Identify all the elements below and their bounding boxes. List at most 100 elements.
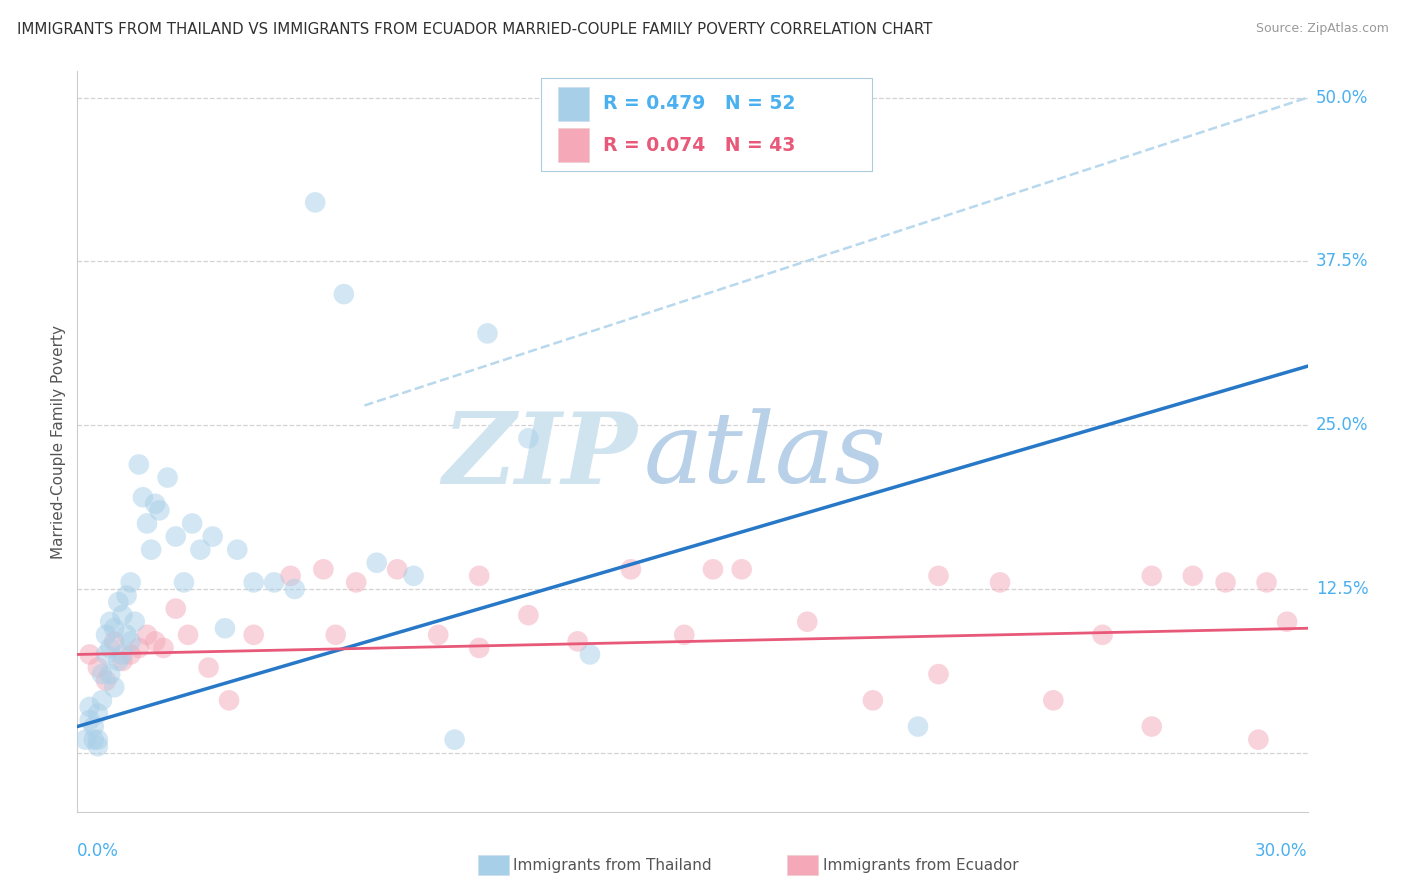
Point: [1140, 720, 1163, 734]
Point: [79, 713, 101, 727]
Point: [83, 720, 105, 734]
Point: [312, 562, 335, 576]
Point: [143, 497, 166, 511]
Point: [214, 621, 236, 635]
Y-axis label: Married-Couple Family Poverty: Married-Couple Family Poverty: [51, 325, 66, 558]
Text: 0.0%: 0.0%: [77, 842, 120, 860]
Text: Immigrants from Thailand: Immigrants from Thailand: [513, 858, 711, 872]
Text: 25.0%: 25.0%: [1316, 417, 1368, 434]
Point: [385, 562, 409, 576]
Point: [136, 628, 159, 642]
Point: [141, 542, 163, 557]
Point: [115, 628, 138, 642]
Point: [103, 680, 125, 694]
Point: [124, 615, 146, 629]
Point: [402, 569, 425, 583]
Point: [156, 470, 179, 484]
Text: 37.5%: 37.5%: [1316, 252, 1368, 270]
Text: IMMIGRANTS FROM THAILAND VS IMMIGRANTS FROM ECUADOR MARRIED-COUPLE FAMILY POVERT: IMMIGRANTS FROM THAILAND VS IMMIGRANTS F…: [17, 22, 932, 37]
Point: [620, 562, 643, 576]
Point: [468, 569, 491, 583]
Point: [165, 601, 187, 615]
Point: [177, 628, 200, 642]
Point: [165, 530, 187, 544]
Point: [443, 732, 465, 747]
Point: [366, 556, 388, 570]
Point: [477, 326, 499, 341]
Point: [94, 673, 117, 688]
Point: [226, 542, 249, 557]
Point: [152, 640, 174, 655]
Point: [87, 732, 110, 747]
Point: [1275, 615, 1298, 629]
Point: [928, 569, 950, 583]
Point: [673, 628, 696, 642]
Point: [201, 530, 224, 544]
Point: [731, 562, 754, 576]
Text: atlas: atlas: [644, 409, 886, 504]
Point: [103, 634, 125, 648]
Point: [111, 608, 134, 623]
Point: [284, 582, 307, 596]
Point: [263, 575, 285, 590]
Point: [94, 628, 117, 642]
Point: [1181, 569, 1204, 583]
Point: [1042, 693, 1064, 707]
Point: [148, 503, 170, 517]
Text: R = 0.074   N = 43: R = 0.074 N = 43: [603, 136, 796, 154]
Point: [579, 648, 602, 662]
Point: [87, 739, 110, 754]
Point: [427, 628, 450, 642]
Point: [242, 575, 264, 590]
Point: [907, 720, 929, 734]
Point: [103, 621, 125, 635]
Point: [136, 516, 159, 531]
Point: [132, 490, 155, 504]
Point: [98, 667, 121, 681]
Point: [197, 660, 219, 674]
Point: [98, 615, 121, 629]
Point: [325, 628, 347, 642]
Point: [128, 458, 150, 472]
Text: ZIP: ZIP: [441, 409, 637, 505]
Point: [181, 516, 204, 531]
Point: [1215, 575, 1237, 590]
Point: [128, 640, 150, 655]
Point: [1256, 575, 1278, 590]
Point: [107, 595, 129, 609]
Point: [75, 732, 97, 747]
Point: [188, 542, 212, 557]
Point: [83, 732, 105, 747]
Point: [94, 648, 117, 662]
Point: [111, 648, 134, 662]
Point: [862, 693, 884, 707]
Point: [115, 589, 138, 603]
Point: [1140, 569, 1163, 583]
Point: [468, 640, 491, 655]
Point: [702, 562, 724, 576]
Point: [79, 648, 101, 662]
Text: R = 0.479   N = 52: R = 0.479 N = 52: [603, 95, 796, 113]
Point: [90, 667, 114, 681]
Point: [120, 634, 142, 648]
Point: [98, 640, 121, 655]
Point: [120, 575, 142, 590]
Point: [87, 706, 110, 721]
Point: [1091, 628, 1114, 642]
Text: 50.0%: 50.0%: [1316, 88, 1368, 106]
Point: [928, 667, 950, 681]
Text: 30.0%: 30.0%: [1256, 842, 1308, 860]
Point: [280, 569, 302, 583]
Point: [567, 634, 589, 648]
Point: [87, 660, 110, 674]
Point: [143, 634, 166, 648]
Point: [79, 699, 101, 714]
Point: [304, 195, 326, 210]
Point: [1247, 732, 1270, 747]
Point: [111, 654, 134, 668]
Point: [107, 654, 129, 668]
Text: Source: ZipAtlas.com: Source: ZipAtlas.com: [1256, 22, 1389, 36]
Text: Immigrants from Ecuador: Immigrants from Ecuador: [823, 858, 1018, 872]
Text: 12.5%: 12.5%: [1316, 580, 1368, 598]
Point: [90, 693, 114, 707]
